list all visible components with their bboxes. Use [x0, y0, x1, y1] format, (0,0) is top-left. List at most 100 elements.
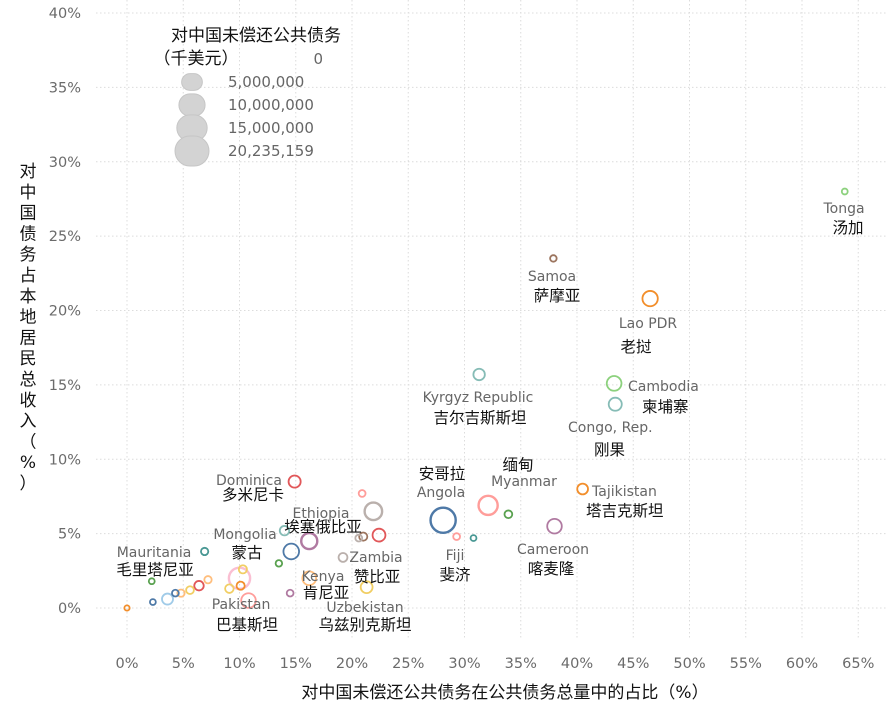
bubble	[429, 506, 457, 535]
bubble	[546, 517, 563, 535]
y-axis-title-char: ）	[20, 474, 37, 494]
point-label-en: Kenya	[302, 569, 345, 585]
legend-size-label: 5,000,000	[228, 73, 304, 91]
point-label-zh: 肯尼亚	[303, 584, 350, 602]
x-tick-label: 45%	[617, 656, 649, 672]
bubble	[224, 583, 235, 594]
legend-size-label: 0	[313, 50, 323, 68]
bubble	[607, 396, 623, 412]
bubble	[300, 531, 319, 551]
point-label-zh: 巴基斯坦	[216, 616, 278, 634]
x-tick-label: 25%	[392, 656, 424, 672]
bubble	[161, 592, 174, 606]
bubble	[605, 375, 623, 392]
x-tick-label: 60%	[786, 656, 818, 672]
y-axis-title-char: 地	[20, 308, 37, 328]
point-label-zh: 老挝	[620, 338, 652, 356]
bubble	[274, 559, 284, 568]
y-tick-label: 15%	[49, 378, 81, 394]
point-label-zh: 汤加	[832, 219, 863, 237]
point-label-en: Ethiopia	[292, 506, 349, 522]
point-label-zh: 埃塞俄比亚	[284, 518, 362, 536]
bubble	[371, 527, 387, 543]
point-label-zh: 赞比亚	[354, 568, 401, 586]
legend-size-label: 20,235,159	[228, 142, 314, 160]
bubble	[641, 290, 659, 308]
legend-size-swatch	[178, 93, 206, 117]
bubble	[176, 588, 186, 598]
point-label-en: Tonga	[822, 201, 864, 217]
bubble	[359, 580, 374, 595]
point-label-en: Angola	[417, 485, 465, 501]
bubble	[357, 489, 367, 498]
bubble	[171, 588, 180, 598]
bubble	[237, 564, 248, 575]
grid-lines	[96, 0, 888, 640]
bubble	[363, 501, 384, 522]
point-label-en: Congo, Rep.	[568, 420, 653, 436]
bubble	[235, 580, 246, 591]
point-label-en: Tajikistan	[591, 484, 657, 500]
point-label-zh: 刚果	[594, 441, 625, 459]
bubble	[337, 552, 349, 563]
y-tick-label: 25%	[49, 229, 81, 245]
bubble	[358, 531, 369, 542]
x-tick-label: 15%	[280, 656, 312, 672]
point-label-zh: 缅甸	[502, 456, 533, 474]
point-label-en: Pakistan	[212, 597, 271, 613]
bubble	[149, 598, 157, 606]
legend-title-line2: （千美元）	[154, 49, 239, 69]
bubble	[477, 494, 499, 517]
x-tick-label: 5%	[172, 656, 195, 672]
y-axis-title-char: 国	[20, 204, 37, 224]
bubble	[123, 604, 131, 612]
y-axis-title-char: 收	[20, 391, 37, 411]
x-tick-label: 20%	[336, 656, 368, 672]
point-label-en: Zambia	[349, 550, 402, 566]
point-label-zh: 吉尔吉斯斯坦	[433, 409, 526, 427]
point-label-en: Mauritania	[117, 545, 192, 561]
bubble	[503, 509, 514, 520]
point-label-en: Lao PDR	[619, 316, 678, 332]
bubble	[469, 534, 478, 542]
y-tick-label: 35%	[49, 80, 81, 96]
point-label-en: Uzbekistan	[326, 600, 403, 616]
bubble	[576, 482, 589, 496]
point-label-zh: 多米尼卡	[222, 486, 284, 504]
x-tick-label: 55%	[730, 656, 762, 672]
x-tick-label: 65%	[842, 656, 874, 672]
bubble	[287, 474, 302, 489]
y-axis-title-char: 民	[20, 349, 37, 369]
point-label-zh: 毛里塔尼亚	[116, 561, 194, 579]
bubble	[472, 367, 486, 382]
bubble	[203, 575, 213, 585]
legend-size-label: 15,000,000	[228, 119, 314, 137]
legend-size-label: 10,000,000	[228, 96, 314, 114]
y-axis-title-char: 中	[20, 183, 37, 203]
y-axis-title-char: 对	[20, 162, 37, 182]
point-label-zh: 蒙古	[231, 544, 262, 562]
legend-entries: 0 5,000,000 10,000,000 15,000,000 20,235,159	[174, 50, 323, 167]
y-tick-label: 10%	[49, 452, 81, 468]
legend-size-swatch	[181, 73, 203, 91]
y-tick-label: 30%	[49, 155, 81, 171]
x-tick-label: 35%	[505, 656, 537, 672]
bubble	[301, 570, 318, 587]
y-tick-label: 5%	[58, 527, 81, 543]
point-label-en: Cameroon	[517, 542, 589, 558]
x-axis-ticks: 0% 5% 10% 15% 20% 25% 30% 35% 40% 45% 50% 55% 60% 65%	[115, 656, 874, 672]
y-axis-title-char: 占	[20, 266, 37, 286]
bubble	[840, 187, 849, 196]
point-label-en: Mongolia	[213, 527, 276, 543]
point-label-en: Dominica	[216, 473, 282, 489]
bubble	[452, 532, 461, 541]
y-axis-title-char: %	[20, 453, 36, 473]
size-legend: 对中国未偿还公共债务 （千美元） 0 5,000,000 10,000,000 15,…	[154, 26, 341, 167]
point-label-en: Cambodia	[628, 379, 699, 395]
bubble	[549, 254, 558, 263]
bubble	[282, 542, 300, 561]
point-label-zh: 塔吉克斯坦	[586, 502, 664, 520]
bubble	[240, 592, 257, 609]
